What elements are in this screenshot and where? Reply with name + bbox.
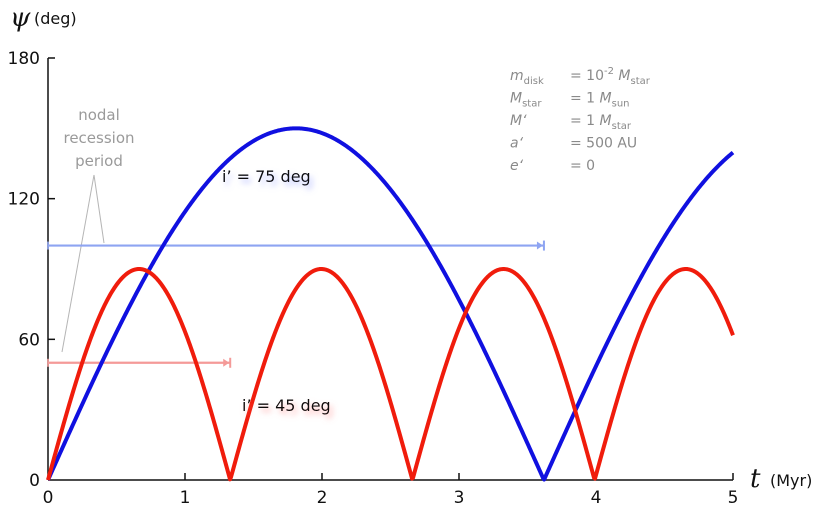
nodal-recession-annotation: nodal recession period [61,106,135,353]
annotation-line-3: period [75,152,123,170]
x-tick-label-2: 2 [317,488,328,508]
period-bars [47,240,545,368]
y-tick-label-60: 60 [18,330,40,350]
y-axis-unit: (deg) [34,9,77,28]
annotation-line-1: nodal [78,106,120,124]
annotation-line-2: recession [63,129,134,147]
annotation-pointer-2 [93,174,105,244]
series-label-45deg: i’ = 45 deg [242,396,331,415]
parameter-block: mdisk = 10-2 Mstar Mstar = 1 Msun M‘ = 1 Msta… [510,66,651,174]
y-tick-label-0: 0 [29,471,40,491]
x-tick-label-4: 4 [591,488,602,508]
x-tick-label-0: 0 [43,488,54,508]
period-bar-arrow-1 [223,358,230,367]
tick-label-group: 0 1 2 3 4 5 0 60 120 180 [8,49,739,508]
series-group [46,126,735,482]
series-line-1 [46,267,735,482]
x-axis-symbol: t [750,464,761,494]
param-value-0: = 10-2 Mstar [570,66,651,87]
x-tick-label-1: 1 [180,488,191,508]
param-symbol-4: e‘ [510,158,524,174]
param-symbol-2: M‘ [510,113,527,129]
param-value-2: = 1 Mstar [570,113,632,132]
param-symbol-1: Mstar [510,91,542,110]
param-symbol-3: a‘ [510,136,524,152]
x-tick-label-3: 3 [454,488,465,508]
param-value-4: = 0 [570,158,595,174]
y-tick-label-180: 180 [8,49,40,69]
x-axis-unit: (Myr) [770,471,812,490]
period-bar-arrow-0 [536,241,543,250]
param-value-1: = 1 Msun [570,91,630,110]
y-tick-label-120: 120 [8,190,40,210]
series-line-0 [46,126,735,482]
y-axis-symbol: ψ [10,3,31,33]
series-label-75deg: i’ = 75 deg [222,167,311,186]
param-symbol-0: mdisk [510,68,544,87]
annotation-pointer-1 [61,174,95,353]
x-tick-label-5: 5 [728,488,739,508]
param-value-3: = 500 AU [570,136,637,152]
